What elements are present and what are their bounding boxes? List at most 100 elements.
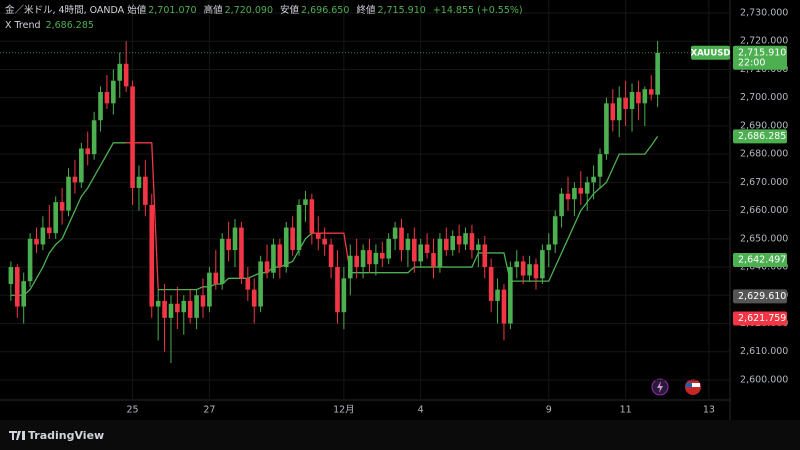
- candle-body: [47, 227, 52, 234]
- candle-body: [271, 244, 276, 273]
- candle-body: [303, 199, 308, 205]
- candle-body: [399, 227, 404, 251]
- high-value: 2,720.090: [224, 5, 273, 16]
- candle-body: [283, 227, 289, 268]
- candle-body: [232, 227, 238, 251]
- candle-body: [194, 295, 199, 318]
- y-tick-label: 2,730.000: [740, 7, 788, 18]
- candle-body: [636, 92, 641, 104]
- candle-body: [552, 216, 558, 245]
- candle-body: [360, 250, 366, 268]
- candle-body: [290, 227, 295, 251]
- candle-body: [315, 233, 321, 239]
- candle-body: [239, 227, 244, 279]
- candle-body: [514, 261, 520, 268]
- last-price-label: 2,715.910: [738, 47, 786, 58]
- candle-body: [168, 303, 174, 318]
- candle-body: [584, 182, 590, 194]
- candle-body: [341, 278, 347, 313]
- x-tick-label: 27: [203, 405, 215, 416]
- candle-body: [251, 289, 257, 307]
- price-marker: [733, 311, 787, 326]
- symbol-label: XAUUSD: [691, 48, 731, 58]
- y-tick-label: 2,600.000: [740, 374, 788, 385]
- candle-body: [469, 233, 475, 251]
- y-tick-label: 2,700.000: [740, 92, 788, 103]
- price-marker: [733, 289, 787, 304]
- y-tick-label: 2,680.000: [740, 149, 788, 160]
- x-tick-label: 25: [127, 405, 139, 416]
- indicator-value: 2,686.285: [45, 20, 94, 31]
- candle-body: [610, 103, 616, 121]
- candle-body: [373, 252, 379, 265]
- price-marker-label: 2,642.497: [738, 254, 786, 265]
- candle-body: [642, 89, 648, 104]
- candle-body: [111, 80, 116, 104]
- candle-body: [149, 204, 155, 307]
- candle-body: [450, 235, 456, 251]
- countdown-label: 22:00: [738, 57, 765, 68]
- close-label: 終値: [356, 5, 376, 16]
- candle-body: [379, 252, 385, 259]
- price-marker: [733, 129, 787, 144]
- close-value: 2,715.910: [377, 5, 426, 16]
- candle-body: [264, 261, 270, 273]
- lightning-glyph: [657, 381, 663, 393]
- event-flag: [686, 383, 700, 387]
- candle-body: [14, 267, 20, 307]
- candle-body: [597, 154, 603, 177]
- high-label: 高値: [203, 5, 223, 16]
- candle-body: [591, 176, 596, 183]
- candle-body: [565, 193, 571, 200]
- candle-body: [85, 148, 91, 155]
- candle-body: [143, 176, 148, 205]
- candle-body: [59, 202, 65, 211]
- candle-body: [130, 86, 135, 189]
- y-tick-label: 2,720.000: [740, 36, 788, 47]
- candle-body: [226, 238, 231, 251]
- candle-body: [648, 89, 654, 95]
- candle-body: [79, 148, 84, 183]
- candle-body: [155, 300, 161, 307]
- candle-body: [53, 202, 59, 234]
- candle-body: [546, 244, 552, 251]
- candle-body: [162, 300, 167, 318]
- price-marker-label: 2,621.759: [738, 313, 786, 324]
- candle-body: [136, 176, 142, 189]
- candle-body: [21, 281, 26, 307]
- candle-body: [219, 238, 225, 284]
- price-marker: [733, 252, 787, 267]
- candle-body: [367, 250, 372, 265]
- symbol-row: 金／米ドル, 4時間, OANDA 始値 2,701.070 高値 2,720.09…: [5, 3, 527, 18]
- logo-icon: [9, 431, 25, 440]
- y-tick-label: 2,640.000: [740, 262, 788, 273]
- price-marker-label: 2,686.285: [738, 131, 786, 142]
- candle-body: [476, 244, 481, 251]
- candle-body: [629, 92, 635, 109]
- candle-body: [328, 244, 334, 268]
- candle-body: [405, 238, 411, 251]
- event-flag-canton: [686, 383, 692, 387]
- candle-body: [488, 267, 494, 301]
- candle-body: [578, 188, 584, 194]
- y-tick-label: 2,660.000: [740, 205, 788, 216]
- candle-body: [258, 261, 263, 307]
- candle-body: [533, 264, 539, 279]
- candle-body: [527, 264, 532, 276]
- candle-body: [187, 300, 193, 318]
- low-label: 安値: [280, 5, 300, 16]
- brand: TradingView: [28, 429, 104, 442]
- low-value: 2,696.650: [301, 5, 350, 16]
- candle-body: [495, 289, 500, 301]
- x-tick-label: 9: [546, 405, 552, 416]
- candle-body: [66, 176, 71, 211]
- candle-body: [520, 261, 526, 276]
- candle-body: [508, 267, 513, 324]
- indicator-name: X Trend: [5, 20, 41, 31]
- candle-body: [347, 255, 353, 279]
- candle-body: [322, 238, 327, 245]
- candle-body: [540, 250, 545, 279]
- change-value: +14.855 (+0.55%): [432, 5, 523, 16]
- symbol-title: 金／米ドル, 4時間, OANDA: [5, 5, 125, 16]
